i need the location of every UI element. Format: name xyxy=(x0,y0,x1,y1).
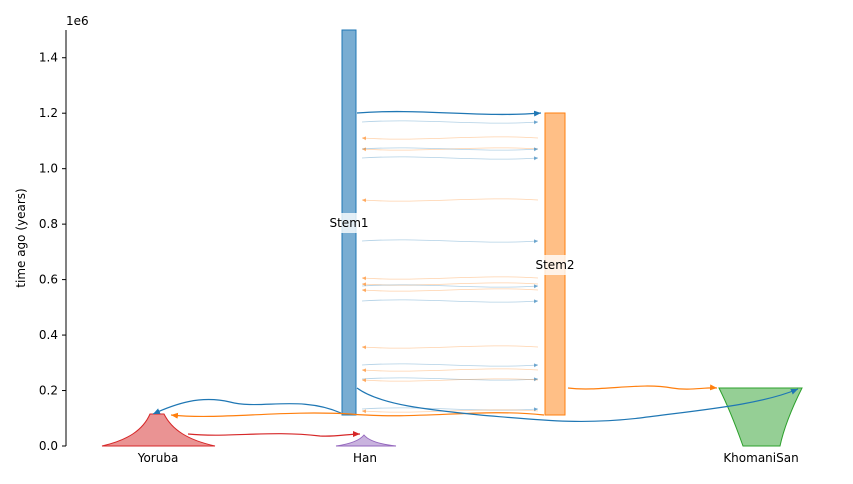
migration-stem2-to-stem1 xyxy=(361,409,539,414)
stem-migrations xyxy=(361,120,539,414)
y-tick-label: 1.2 xyxy=(39,106,58,120)
migration-stem2-to-stem1 xyxy=(361,136,539,141)
yoruba-to-han xyxy=(187,431,361,438)
y-tick-label: 1.4 xyxy=(39,51,58,65)
migration-stem1-to-stem2 xyxy=(361,120,539,125)
y-axis-label: time ago (years) xyxy=(14,188,28,287)
khomanisan-label: KhomaniSan xyxy=(723,451,798,465)
migration-stem2-to-stem1 xyxy=(361,276,539,281)
axis-multiplier: 1e6 xyxy=(66,14,89,28)
stem2-to-khomanisan xyxy=(567,384,718,391)
y-tick-label: 0.6 xyxy=(39,273,58,287)
y-axis: 0.0 0.2 0.4 0.6 0.8 1.0 1.2 1.4 1e6 time ago (y… xyxy=(14,14,89,453)
admixture-arrows xyxy=(152,384,799,438)
migration-stem2-to-stem1 xyxy=(361,345,539,350)
stem1-label: Stem1 xyxy=(329,216,368,230)
stem2-label-bg xyxy=(534,255,576,275)
migration-stem1-to-stem2 xyxy=(361,147,539,152)
stem1-to-yoruba xyxy=(152,399,342,415)
han-shape xyxy=(335,434,397,447)
stem-labels: Stem1 Stem2 xyxy=(329,213,576,275)
y-ticks: 0.0 0.2 0.4 0.6 0.8 1.0 1.2 1.4 xyxy=(39,51,66,453)
y-tick-label: 1.0 xyxy=(39,162,58,176)
deme-yoruba xyxy=(101,413,216,447)
migration-stem1-to-stem2 xyxy=(361,363,539,368)
migration-stem1-to-stem2 xyxy=(361,407,539,412)
migration-stem1-to-stem2 xyxy=(361,299,539,304)
migration-stem2-to-stem1 xyxy=(361,378,539,383)
stem2-to-yoruba xyxy=(170,412,545,419)
migration-stem2-to-stem1 xyxy=(361,282,539,287)
yoruba-label: Yoruba xyxy=(137,451,179,465)
y-tick-label: 0.4 xyxy=(39,328,58,342)
stem1-label-bg xyxy=(330,213,368,233)
deme-khomanisan xyxy=(718,387,803,447)
y-tick-label: 0.8 xyxy=(39,217,58,231)
deme-labels: Yoruba Han KhomaniSan xyxy=(137,451,799,465)
han-label: Han xyxy=(353,451,377,465)
migration-stem2-to-stem1 xyxy=(361,368,539,373)
migration-stem1-to-stem2 xyxy=(361,239,539,244)
y-tick-label: 0.2 xyxy=(39,384,58,398)
migration-stem2-to-stem1 xyxy=(361,198,539,203)
stem1-to-khomanisan xyxy=(356,387,799,423)
migration-stem2-to-stem1 xyxy=(361,288,539,293)
y-tick-label: 0.0 xyxy=(39,439,58,453)
khomanisan-shape xyxy=(718,387,803,447)
migration-stem1-to-stem2 xyxy=(361,377,539,382)
migration-stem1-to-stem2 xyxy=(361,284,539,289)
deme-han xyxy=(335,434,397,447)
stem2-label: Stem2 xyxy=(535,258,574,272)
split-stem1-to-stem2 xyxy=(356,110,542,117)
yoruba-shape xyxy=(101,413,216,447)
migration-stem1-to-stem2 xyxy=(361,156,539,161)
migration-stem2-to-stem1 xyxy=(361,147,539,152)
